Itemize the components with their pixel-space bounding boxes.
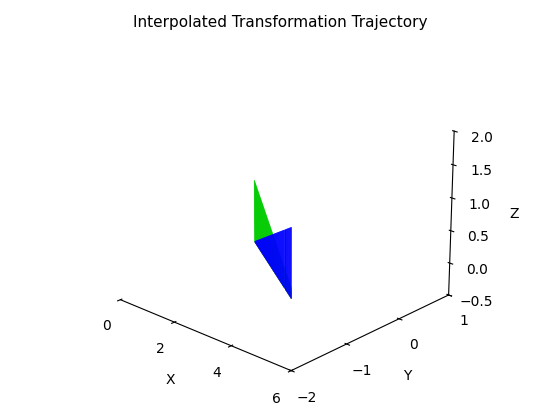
Title: Interpolated Transformation Trajectory: Interpolated Transformation Trajectory <box>133 15 427 30</box>
X-axis label: X: X <box>166 373 175 386</box>
Y-axis label: Y: Y <box>403 369 412 383</box>
